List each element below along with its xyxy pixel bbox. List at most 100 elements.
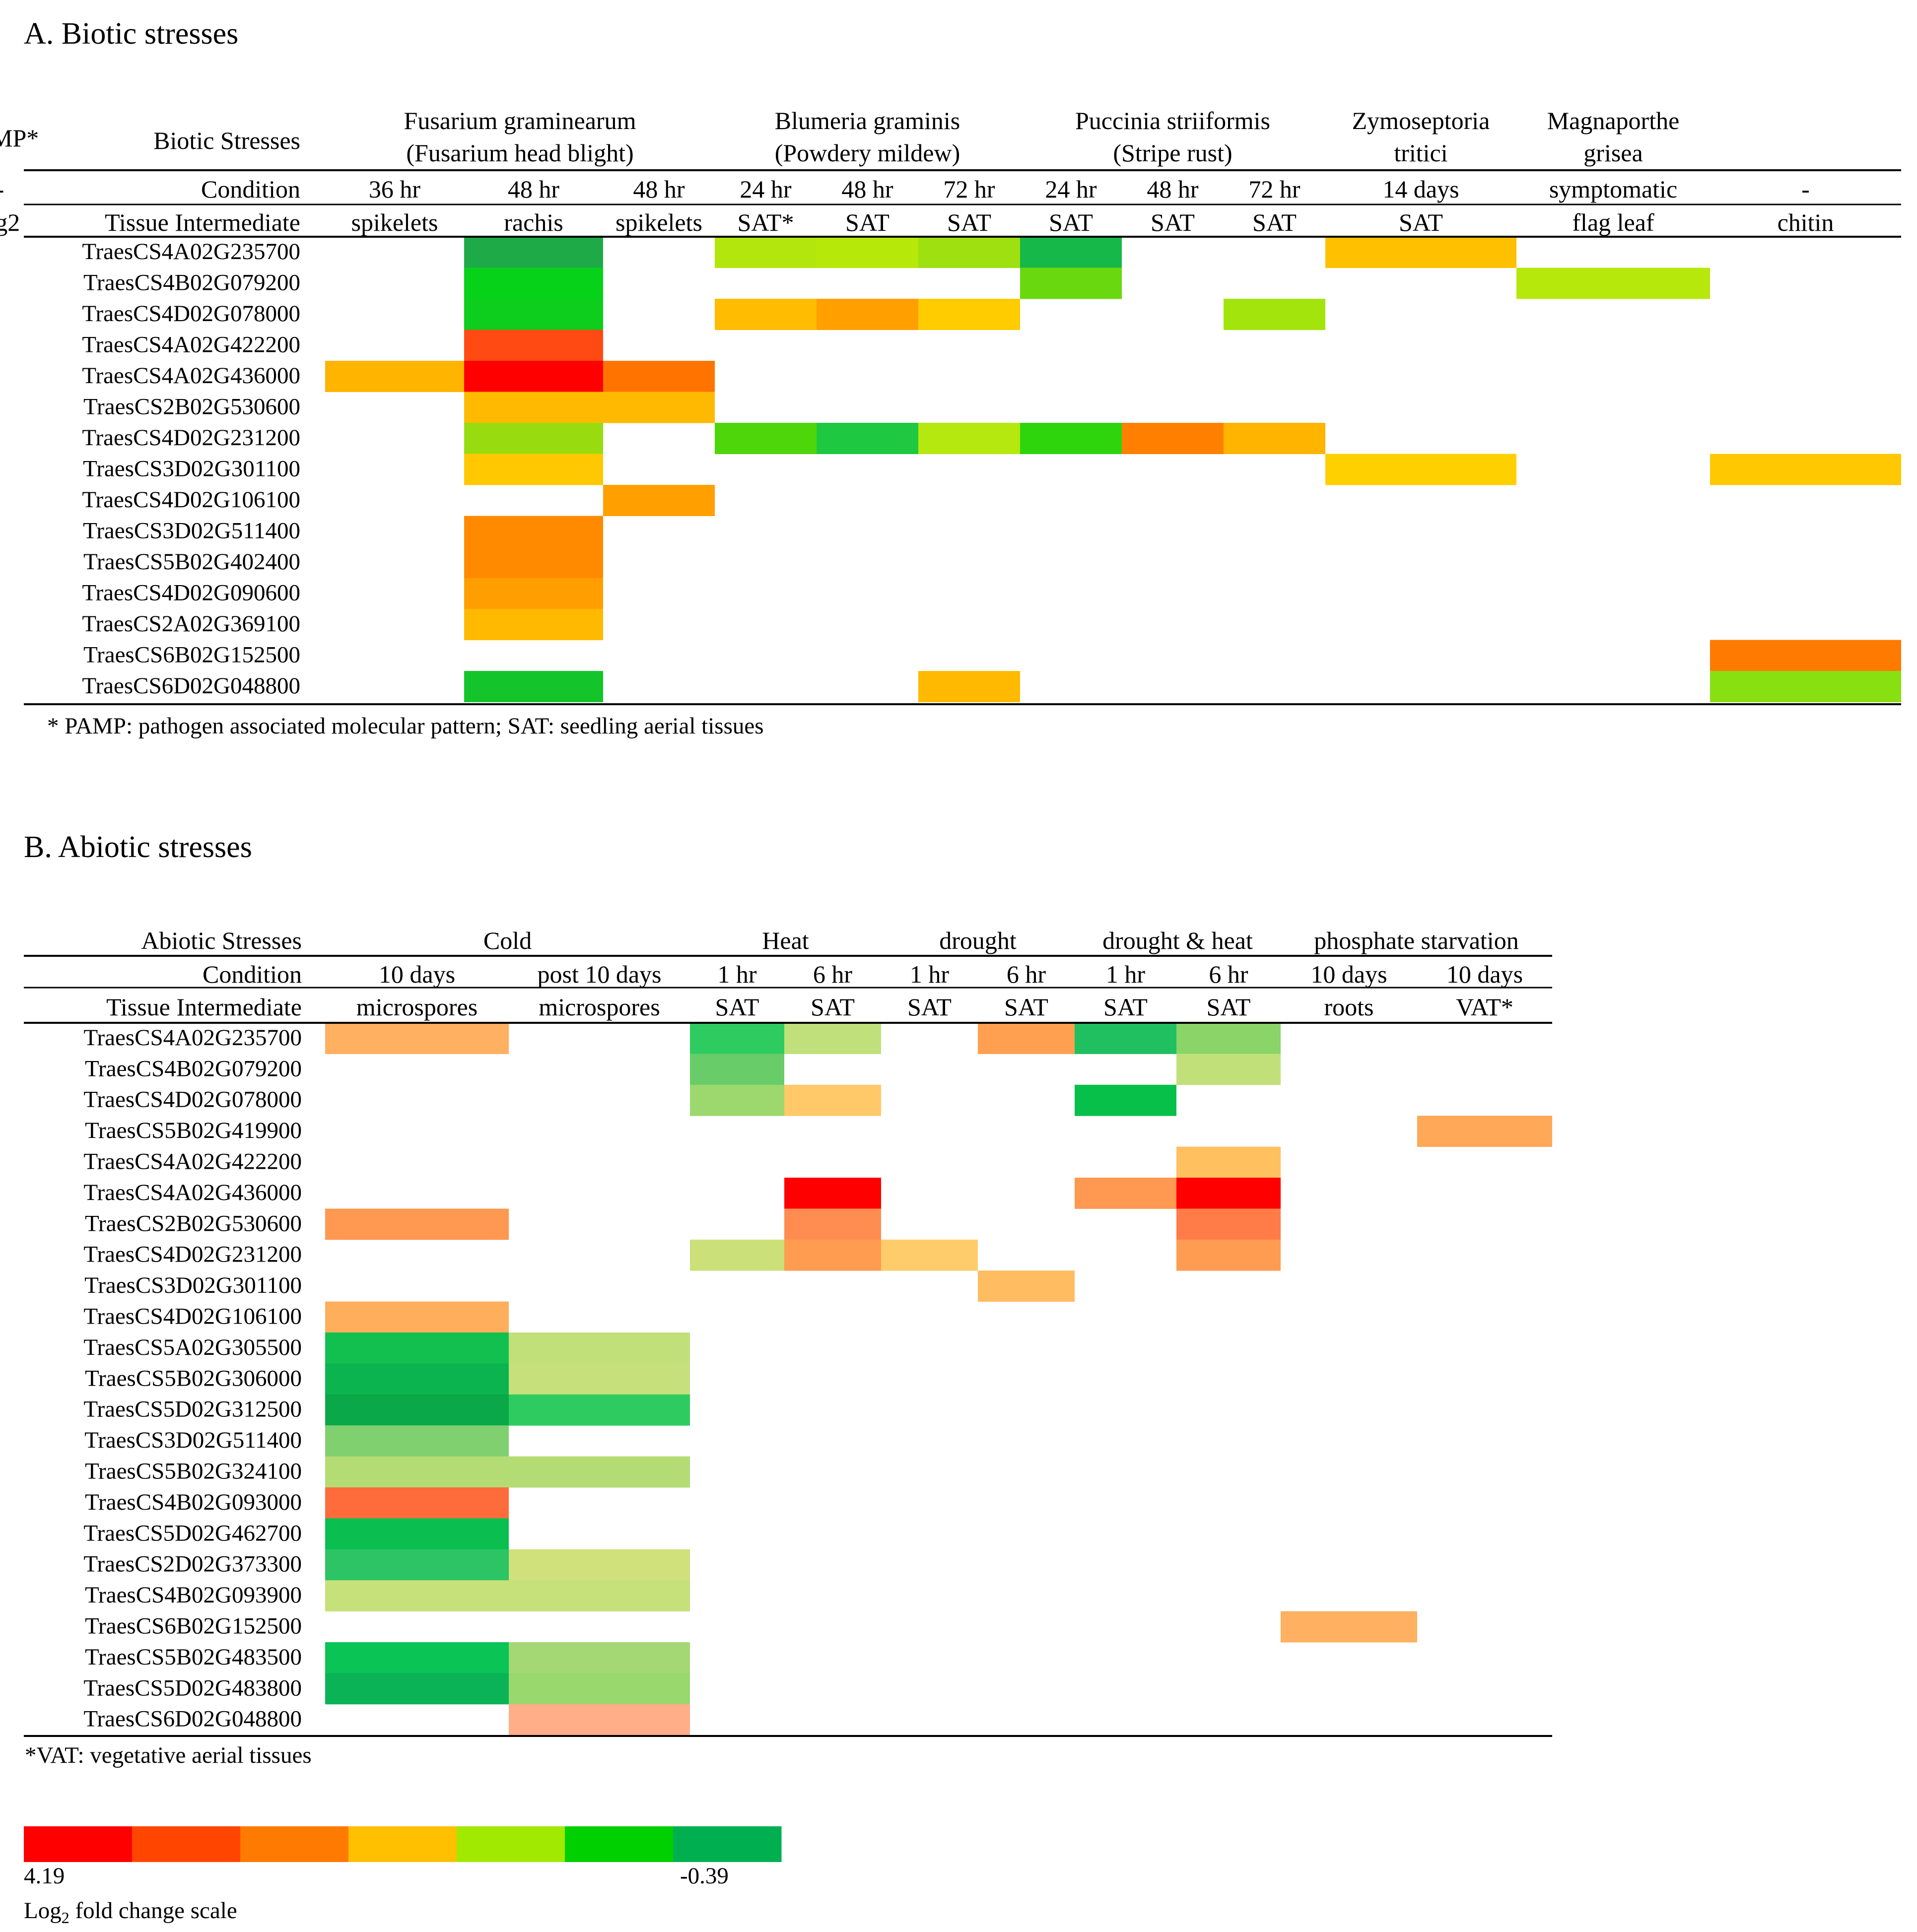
group-header-1-line-1: (Powdery mildew) (775, 139, 960, 167)
panel-a-footnote: * PAMP: pathogen associated molecular pa… (47, 713, 764, 739)
heatmap-cell-r11-c0 (325, 1363, 509, 1395)
condition-header-8: 72 hr (1248, 175, 1301, 203)
group-header-3-line-1: tritici (1394, 139, 1447, 167)
scale-swatch-0 (24, 1826, 133, 1862)
heatmap-cell-r6-c7 (1176, 1208, 1281, 1240)
panel-b-gene-labels: TraesCS4A02G235700 TraesCS4B02G079200 Trae… (83, 1025, 302, 1732)
panel-b-group-headers: Cold Heat drought drought & heat phosphate s… (483, 927, 1519, 954)
heatmap-cell-r6-c0 (325, 1208, 509, 1240)
heatmap-cell-r20-c0 (325, 1642, 509, 1673)
gene-label-1: TraesCS4B02G079200 (85, 1056, 302, 1081)
heatmap-cell-r0-c0 (325, 1023, 509, 1054)
gene-label-12: TraesCS5D02G312500 (83, 1397, 302, 1422)
heatmap-cell-r2-c8 (1224, 299, 1325, 330)
heatmap-cell-r9-c0 (325, 1301, 509, 1333)
condition-header-11: - (1801, 175, 1810, 203)
panel-b-tissue-label: Tissue Intermediate (106, 993, 302, 1021)
heatmap-cell-r8-c5 (978, 1270, 1075, 1302)
condition-header-10: symptomatic (1549, 175, 1677, 203)
tissue-header-4: SAT (845, 208, 890, 236)
heatmap-cell-r14-c0 (325, 1456, 509, 1488)
gene-label-16: TraesCS5D02G462700 (83, 1520, 302, 1546)
panel-b-stress-label: Abiotic Stresses (141, 927, 302, 954)
panel-a-group-headers: Fusarium graminearum (Fusarium head bligh… (0, 107, 1679, 167)
tissue-header-6: SAT (1103, 993, 1148, 1021)
heatmap-cell-r2-c1 (464, 299, 603, 330)
tissue-header-7: SAT (1151, 208, 1195, 236)
condition-header-7: 48 hr (1147, 175, 1199, 203)
heatmap-cell-r0-c3 (784, 1023, 881, 1054)
heatmap-cell-r7-c9 (1325, 454, 1516, 485)
tissue-header-4: SAT (907, 993, 952, 1021)
tissue-header-1: rachis (504, 208, 563, 236)
heatmap-cell-r7-c4 (881, 1239, 978, 1271)
heatmap-cell-r4-c2 (603, 361, 715, 392)
gene-label-8: TraesCS4D02G106100 (82, 487, 300, 513)
heatmap-cell-r0-c5 (918, 237, 1020, 268)
panel-b-footnote: *VAT: vegetative aerial tissues (25, 1742, 312, 1768)
tissue-header-3: SAT (811, 993, 855, 1021)
panel-a-column-headers: 36 hr spikelets 48 hr rachis 48 hr spikelets 2… (0, 175, 1834, 236)
group-header-3-line-0: drought & heat (1102, 927, 1253, 954)
group-header-3-line-0: Zymoseptoria (1352, 107, 1490, 134)
gene-label-0: TraesCS4A02G235700 (83, 1025, 302, 1051)
condition-header-1: post 10 days (538, 960, 662, 988)
heatmap-cell-r21-c0 (325, 1673, 509, 1705)
tissue-header-0: spikelets (351, 208, 438, 236)
tissue-header-3: SAT* (738, 208, 794, 236)
gene-label-11: TraesCS4D02G090600 (82, 580, 300, 606)
tissue-header-11: chitin (1778, 208, 1834, 236)
group-header-1-line-0: Blumeria graminis (775, 107, 960, 134)
tissue-header-0: microspores (356, 993, 478, 1021)
heatmap-cell-r4-c1 (464, 361, 603, 392)
panel-a-condition-label: Condition (201, 175, 300, 203)
group-header-1-line-0: Heat (762, 927, 809, 954)
gene-label-15: TraesCS4B02G093000 (85, 1489, 302, 1515)
panel-a-gene-labels: TraesCS4A02G235700 TraesCS4B02G079200 Trae… (82, 239, 300, 699)
group-header-4-line-1: grisea (1583, 139, 1643, 167)
heatmap-cell-r2-c2 (690, 1084, 784, 1116)
heatmap-cell-r5-c3 (784, 1178, 881, 1209)
heatmap-cell-r2-c4 (817, 299, 918, 330)
scale-swatch-3 (348, 1826, 457, 1862)
heatmap-cell-r0-c9 (1325, 237, 1516, 268)
tissue-header-2: SAT (715, 993, 759, 1021)
heatmap-cell-r1-c2 (690, 1054, 784, 1085)
condition-header-2: 48 hr (633, 175, 685, 203)
heatmap-cell-r6-c5 (918, 423, 1020, 454)
heatmap-cell-r7-c3 (784, 1239, 881, 1271)
heatmap-cell-r6-c4 (817, 423, 918, 454)
tissue-header-6: SAT (1049, 208, 1093, 236)
heatmap-cell-r1-c6 (1020, 267, 1122, 299)
heatmap-cell-r2-c6 (1075, 1084, 1176, 1116)
heatmap-cell-r2-c5 (918, 299, 1020, 330)
heatmap-cell-r12-c1 (509, 1394, 690, 1426)
group-header-2-line-0: Puccinia striiformis (1075, 107, 1270, 134)
condition-header-0: 10 days (379, 960, 455, 988)
heatmap-cell-r10-c1 (509, 1332, 690, 1364)
heatmap-cell-r10-c1 (464, 547, 603, 578)
gene-label-18: TraesCS4B02G093900 (85, 1582, 302, 1608)
group-header-2-line-1: (Stripe rust) (1113, 139, 1232, 167)
tissue-header-8: SAT (1252, 208, 1297, 236)
scale-swatch-2 (240, 1826, 349, 1862)
heatmap-cell-r8-c2 (603, 485, 715, 516)
panel-a-biotic: A. Biotic stresses Biotic Stresses Condi… (0, 17, 1901, 739)
scale-low-label: -0.39 (680, 1863, 729, 1889)
condition-header-7: 6 hr (1209, 960, 1248, 988)
scale-swatch-4 (457, 1826, 565, 1862)
tissue-header-12: flg2 (0, 208, 20, 236)
gene-label-13: TraesCS3D02G511400 (84, 1427, 302, 1453)
heatmap-cell-r5-c7 (1176, 1178, 1281, 1209)
gene-label-3: TraesCS5B02G419900 (85, 1118, 302, 1143)
gene-label-14: TraesCS6D02G048800 (82, 673, 300, 699)
heatmap-cell-r5-c6 (1075, 1178, 1176, 1209)
gene-label-7: TraesCS4D02G231200 (83, 1242, 302, 1267)
heatmap-cell-r21-c1 (509, 1673, 690, 1705)
heatmap-cell-r14-c11 (1710, 671, 1901, 702)
group-header-0-line-1: (Fusarium head blight) (406, 139, 633, 167)
heatmap-cell-r2-c3 (715, 299, 817, 330)
gene-label-4: TraesCS4A02G422200 (83, 1149, 302, 1175)
heatmap-cell-r1-c1 (464, 267, 603, 299)
condition-header-9: 14 days (1382, 175, 1459, 203)
